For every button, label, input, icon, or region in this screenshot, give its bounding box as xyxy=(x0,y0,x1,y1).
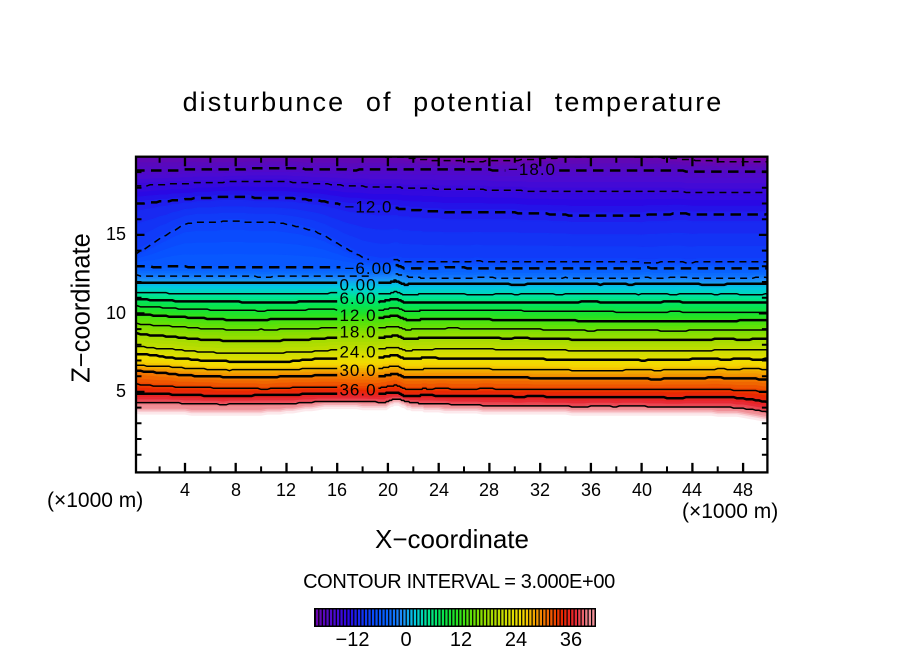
svg-text:6.00: 6.00 xyxy=(339,289,376,308)
svg-text:12.0: 12.0 xyxy=(339,306,376,325)
svg-text:−12.0: −12.0 xyxy=(344,198,392,217)
svg-text:0.00: 0.00 xyxy=(339,276,376,295)
svg-text:24.0: 24.0 xyxy=(339,343,376,362)
svg-text:−6.00: −6.00 xyxy=(344,259,392,278)
svg-text:−18.0: −18.0 xyxy=(508,160,556,179)
svg-text:36.0: 36.0 xyxy=(339,381,376,400)
svg-text:18.0: 18.0 xyxy=(339,323,376,342)
svg-text:30.0: 30.0 xyxy=(339,361,376,380)
